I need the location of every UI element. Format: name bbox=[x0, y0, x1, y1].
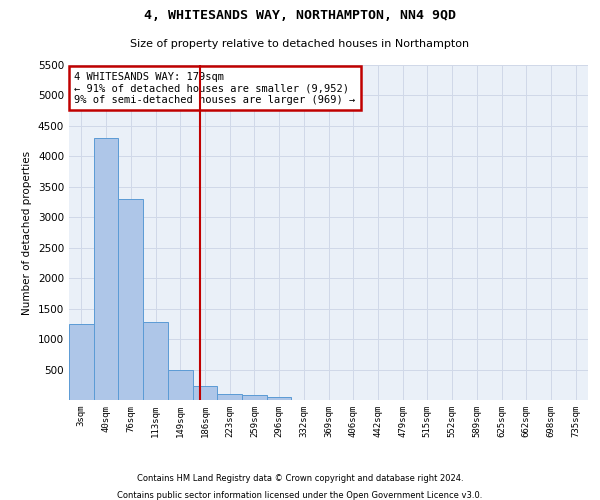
Bar bbox=[168, 370, 193, 400]
Text: 4, WHITESANDS WAY, NORTHAMPTON, NN4 9QD: 4, WHITESANDS WAY, NORTHAMPTON, NN4 9QD bbox=[144, 9, 456, 22]
Bar bbox=[94, 138, 118, 400]
Bar bbox=[242, 396, 267, 400]
Y-axis label: Number of detached properties: Number of detached properties bbox=[22, 150, 32, 314]
Text: Size of property relative to detached houses in Northampton: Size of property relative to detached ho… bbox=[130, 39, 470, 49]
Bar bbox=[118, 199, 143, 400]
Bar bbox=[267, 397, 292, 400]
Text: 4 WHITESANDS WAY: 179sqm
← 91% of detached houses are smaller (9,952)
9% of semi: 4 WHITESANDS WAY: 179sqm ← 91% of detach… bbox=[74, 72, 355, 105]
Bar bbox=[143, 322, 168, 400]
Bar bbox=[217, 394, 242, 400]
Text: Contains public sector information licensed under the Open Government Licence v3: Contains public sector information licen… bbox=[118, 491, 482, 500]
Text: Contains HM Land Registry data © Crown copyright and database right 2024.: Contains HM Land Registry data © Crown c… bbox=[137, 474, 463, 483]
Bar bbox=[69, 324, 94, 400]
Bar bbox=[193, 386, 217, 400]
